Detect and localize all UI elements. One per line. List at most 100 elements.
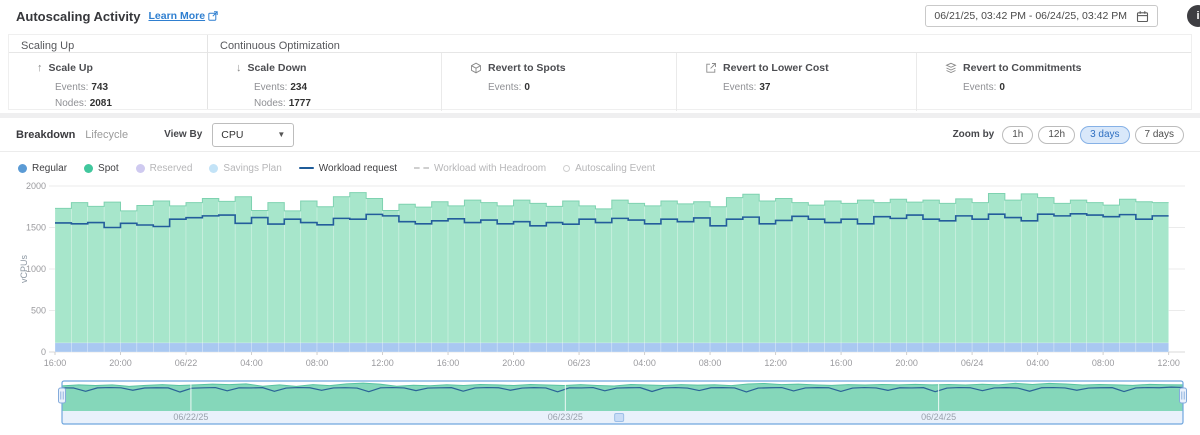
learn-more-link[interactable]: Learn More: [148, 10, 218, 22]
chart-plot-area[interactable]: [55, 186, 1185, 352]
x-tick-label: 20:00: [109, 358, 132, 368]
spot-cube-icon: [470, 62, 482, 74]
x-tick-label: 12:00: [1157, 358, 1180, 368]
x-tick-label: 08:00: [306, 358, 329, 368]
metric-stat: Events: 234: [254, 82, 308, 93]
metric-label: Revert to Lower Cost: [723, 62, 829, 74]
date-range-value: 06/21/25, 03:42 PM - 06/24/25, 03:42 PM: [934, 10, 1127, 22]
metric-stat: Events: 0: [963, 82, 1005, 93]
zoom-option-12h[interactable]: 12h: [1038, 125, 1076, 144]
main-chart: 0 500 1000 1500 2000 vCPUs 16:00 20:00 06/22 04:0…: [19, 181, 1185, 368]
legend-swatch-dot: [84, 163, 94, 173]
zoom-by-group: Zoom by 1h 12h 3 days 7 days: [953, 125, 1184, 144]
chart-controls: Breakdown Lifecycle View By CPU ▼ Zoom by…: [0, 118, 1200, 152]
navigator-line: [61, 386, 1184, 393]
metric-stat: Nodes: 2081: [55, 97, 112, 109]
metric-label: Scale Up: [48, 62, 93, 74]
zoom-option-7-days[interactable]: 7 days: [1134, 125, 1184, 144]
legend-swatch-ring: [563, 164, 571, 172]
regular-area-series: [54, 342, 1169, 353]
zoom-option-3-days[interactable]: 3 days: [1080, 125, 1130, 144]
page-title: Autoscaling Activity: [16, 8, 141, 24]
navigator-date-label: 06/24/25: [921, 412, 956, 422]
header: Autoscaling Activity Learn More 06/21/25…: [0, 0, 1200, 32]
group-header-continuous-optimization: Continuous Optimization: [208, 35, 1191, 53]
x-tick-label: 20:00: [895, 358, 918, 368]
legend-item-workload-with-headroom[interactable]: Workload with Headroom: [414, 163, 546, 174]
legend-label: Spot: [98, 162, 119, 174]
legend-item-reserved[interactable]: Reserved: [135, 162, 193, 174]
legend-swatch-dot: [18, 163, 27, 173]
legend-item-savings-plan[interactable]: Savings Plan: [209, 162, 282, 174]
metric-stat: Nodes: 1777: [254, 97, 311, 109]
zoom-option-1h[interactable]: 1h: [1002, 125, 1034, 144]
legend-item-regular[interactable]: Regular: [18, 163, 67, 174]
x-tick-label: 08:00: [1092, 358, 1115, 368]
arrow-up-icon: ↑: [37, 62, 43, 74]
metric-label: Scale Down: [247, 62, 307, 74]
legend-item-spot[interactable]: Spot: [84, 163, 119, 174]
legend-swatch-dashed: [414, 167, 429, 169]
x-tick-label: 16:00: [437, 358, 460, 368]
x-tick-label: 20:00: [502, 358, 525, 368]
metric-revert-to-lower-cost: Revert to Lower Cost Events: 37: [676, 53, 916, 111]
x-tick-label: 08:00: [699, 358, 722, 368]
view-by-label: View By: [164, 129, 203, 140]
view-by-select[interactable]: CPU ▼: [212, 122, 295, 147]
tab-lifecycle[interactable]: Lifecycle: [85, 128, 129, 141]
y-axis-title: vCPUs: [19, 255, 29, 284]
legend-swatch-line: [298, 167, 314, 169]
legend-swatch-dot: [135, 163, 145, 173]
x-tick-label: 06/23: [568, 358, 591, 368]
metric-scale-up: ↑ Scale Up Events: 743 Nodes: 2081: [9, 53, 112, 111]
y-tick-label: 0: [41, 347, 46, 357]
legend-item-autoscaling-event[interactable]: Autoscaling Event: [563, 163, 655, 174]
navigator-date-label: 06/22/25: [173, 412, 208, 422]
x-tick-label: 12:00: [371, 358, 394, 368]
metric-stat: Events: 743: [55, 82, 109, 93]
metric-label: Revert to Spots: [488, 62, 566, 74]
y-tick-label: 2000: [26, 181, 46, 191]
navigator-area: [62, 383, 1183, 411]
metric-stat: Events: 0: [488, 82, 530, 93]
legend-label: Autoscaling Event: [575, 162, 656, 174]
metric-revert-to-commitments: Revert to Commitments Events: 0: [916, 53, 1191, 111]
summary-row: Scaling Up ↑ Scale Up Events: 743 Nodes: 2081 C…: [8, 34, 1192, 111]
legend-label: Workload with Headroom: [434, 162, 547, 174]
x-tick-label: 16:00: [44, 358, 67, 368]
x-tick-label: 04:00: [1026, 358, 1049, 368]
tab-breakdown[interactable]: Breakdown: [16, 128, 76, 141]
group-header-scaling-up: Scaling Up: [9, 35, 207, 53]
navigator-scrollbar-grip[interactable]: [614, 413, 625, 422]
navigator-right-handle[interactable]: [1179, 387, 1187, 404]
view-by-value: CPU: [221, 128, 244, 141]
legend-label: Reserved: [149, 162, 193, 174]
arrow-down-icon: ↓: [236, 62, 242, 74]
legend-swatch-dot: [209, 163, 219, 173]
learn-more-label: Learn More: [148, 10, 206, 22]
legend-label: Regular: [32, 162, 68, 174]
legend-item-workload-request[interactable]: Workload request: [298, 162, 397, 174]
workload-request-line: [55, 213, 1169, 229]
summary-group-scaling-up: Scaling Up ↑ Scale Up Events: 743 Nodes: 2081: [9, 35, 208, 109]
x-tick-label: 04:00: [633, 358, 656, 368]
breakdown-tabs: Breakdown Lifecycle: [16, 129, 138, 141]
y-tick-label: 1500: [26, 223, 46, 233]
metric-scale-down: ↓ Scale Down Events: 234 Nodes: 1777: [208, 53, 441, 111]
metric-stat: Events: 37: [723, 82, 771, 93]
y-tick-label: 1000: [26, 264, 46, 274]
calendar-icon[interactable]: [1136, 10, 1149, 23]
info-button[interactable]: i: [1187, 5, 1200, 27]
legend-label: Savings Plan: [223, 162, 282, 174]
x-tick-label: 12:00: [764, 358, 787, 368]
navigator-left-handle[interactable]: [58, 387, 66, 404]
date-range-input[interactable]: 06/21/25, 03:42 PM - 06/24/25, 03:42 PM: [925, 5, 1158, 27]
legend-label: Workload request: [318, 162, 397, 174]
summary-group-continuous-optimization: Continuous Optimization ↓ Scale Down Events…: [208, 35, 1191, 111]
chart-legend: Regular Spot Reserved Savings Plan Workload …: [0, 152, 1200, 178]
external-link-icon: [208, 11, 218, 21]
metric-label: Revert to Commitments: [963, 62, 1082, 74]
x-tick-label: 16:00: [830, 358, 853, 368]
commitments-icon: [945, 62, 957, 74]
section-divider: [0, 113, 1200, 118]
